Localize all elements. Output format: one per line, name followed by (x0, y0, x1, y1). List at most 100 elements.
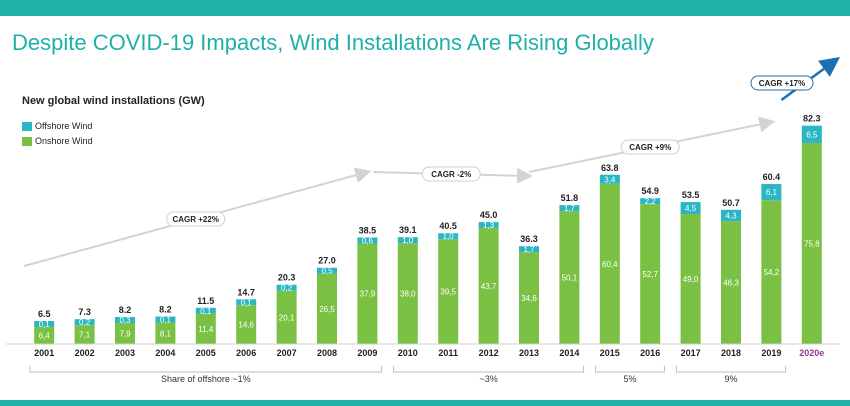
bar-offshore-2017 (680, 202, 701, 215)
label-onshore-2001: 6,4 (39, 332, 51, 341)
label-total-2006: 14.7 (237, 287, 255, 297)
bar-offshore-2009 (357, 237, 378, 244)
label-total-2005: 11.5 (197, 296, 214, 306)
bar-offshore-2016 (640, 198, 661, 205)
bar-offshore-2019 (761, 184, 782, 201)
label-onshore-2019: 54,2 (764, 268, 780, 277)
label-onshore-2004: 8,1 (160, 329, 172, 338)
bracket-label-0: Share of offshore ~1% (161, 374, 251, 384)
x-tick-label-2013: 2013 (519, 348, 539, 358)
cagr-label-2: CAGR +9% (629, 143, 671, 152)
bar-onshore-2005 (195, 313, 216, 344)
label-onshore-2009: 37,9 (360, 290, 376, 299)
label-total-2013: 36.3 (520, 234, 538, 244)
label-offshore-2004: 0,1 (160, 316, 172, 325)
cagr-pill-2 (620, 139, 680, 155)
slide-title: Despite COVID-19 Impacts, Wind Installat… (12, 30, 654, 55)
legend-swatch-offshore (22, 121, 32, 131)
bar-offshore-2020e (801, 125, 822, 143)
label-total-2014: 51.8 (561, 193, 579, 203)
bar-onshore-2001 (34, 327, 55, 344)
bar-onshore-2011 (438, 239, 459, 344)
legend-item-offshore: Offshore Wind (22, 121, 92, 131)
bottom-band (0, 400, 850, 406)
cagr-pill-3 (750, 75, 814, 91)
label-onshore-2014: 50,1 (562, 274, 578, 283)
x-tick-label-2018: 2018 (721, 348, 741, 358)
x-tick-label-2012: 2012 (479, 348, 499, 358)
x-tick-label-2014: 2014 (559, 348, 579, 358)
bar-onshore-2014 (559, 211, 580, 344)
label-total-2004: 8.2 (159, 305, 172, 315)
bracket-2 (595, 366, 665, 373)
bar-onshore-2017 (680, 214, 701, 344)
bar-offshore-2015 (599, 174, 620, 184)
label-total-2012: 45.0 (480, 210, 498, 220)
legend-item-onshore: Onshore Wind (22, 136, 93, 146)
bar-onshore-2006 (236, 305, 257, 344)
x-tick-label-2020e: 2020e (799, 348, 824, 358)
label-offshore-2013: 1,7 (523, 245, 535, 254)
bar-onshore-2002 (74, 325, 95, 344)
label-onshore-2015: 60,4 (602, 260, 618, 269)
bracket-3 (675, 366, 787, 373)
bar-onshore-2020e (801, 142, 822, 344)
chart-title: New global wind installations (GW) (22, 95, 205, 107)
bar-offshore-2013 (519, 246, 539, 253)
label-total-2002: 7.3 (78, 307, 91, 317)
cagr-pill-1 (421, 166, 481, 182)
label-onshore-2016: 52,7 (642, 270, 658, 279)
label-offshore-2018: 4,3 (725, 211, 737, 220)
bar-onshore-2008 (317, 273, 337, 344)
bar-offshore-2001 (34, 321, 55, 328)
bar-labels: 6,40,16.57,10,27.37,90,38.28,10,18.211,4… (38, 114, 821, 341)
bracket-1 (393, 366, 585, 373)
label-onshore-2005: 11,4 (198, 325, 214, 334)
label-onshore-2011: 39,5 (440, 288, 456, 297)
label-offshore-2011: 1,0 (443, 232, 455, 241)
cagr-callouts: CAGR +22% CAGR -2% CAGR +9% CAGR +17% (166, 75, 814, 227)
bracket-label-2: 5% (623, 374, 636, 384)
bar-offshore-2018 (721, 209, 741, 222)
x-tick-label-2017: 2017 (681, 348, 701, 358)
label-total-2011: 40.5 (439, 221, 457, 231)
label-onshore-2013: 34,6 (521, 294, 537, 303)
bars (34, 125, 822, 344)
label-offshore-2016: 2,2 (645, 197, 657, 206)
label-total-2019: 60.4 (763, 172, 781, 182)
label-offshore-2005: 0,1 (200, 307, 212, 316)
x-tick-label-2001: 2001 (34, 348, 54, 358)
label-total-2008: 27.0 (318, 256, 336, 266)
label-offshore-2015: 3,4 (604, 175, 616, 184)
x-tick-label-2016: 2016 (640, 348, 660, 358)
x-tick-label-2003: 2003 (115, 348, 135, 358)
cagr-arrows (23, 57, 841, 267)
label-onshore-2010: 38,0 (400, 290, 416, 299)
x-tick-label-2015: 2015 (600, 348, 620, 358)
bar-onshore-2012 (478, 228, 499, 344)
label-total-2007: 20.3 (278, 273, 296, 283)
label-offshore-2010: 1,0 (402, 236, 414, 245)
cagr-label-0: CAGR +22% (172, 215, 218, 224)
bar-offshore-2012 (478, 222, 499, 229)
label-total-2001: 6.5 (38, 309, 51, 319)
cagr-label-1: CAGR -2% (431, 170, 471, 179)
x-tick-label-2010: 2010 (398, 348, 418, 358)
bar-offshore-2007 (276, 284, 297, 291)
label-onshore-2012: 43,7 (481, 282, 497, 291)
label-total-2016: 54.9 (641, 186, 659, 196)
label-offshore-2006: 0,1 (241, 298, 253, 307)
legend-label-offshore: Offshore Wind (35, 121, 93, 131)
bar-offshore-2004 (155, 316, 176, 323)
legend-label-onshore: Onshore Wind (35, 136, 93, 146)
label-total-2017: 53.5 (682, 190, 700, 200)
label-offshore-2001: 0,1 (39, 320, 51, 329)
bar-onshore-2004 (155, 322, 176, 344)
label-offshore-2008: 0,5 (321, 267, 333, 276)
x-tick-label-2008: 2008 (317, 348, 337, 358)
bracket-0 (29, 366, 383, 373)
label-offshore-2003: 0,3 (119, 316, 131, 325)
bar-offshore-2005 (195, 307, 216, 314)
bar-onshore-2013 (519, 252, 539, 344)
